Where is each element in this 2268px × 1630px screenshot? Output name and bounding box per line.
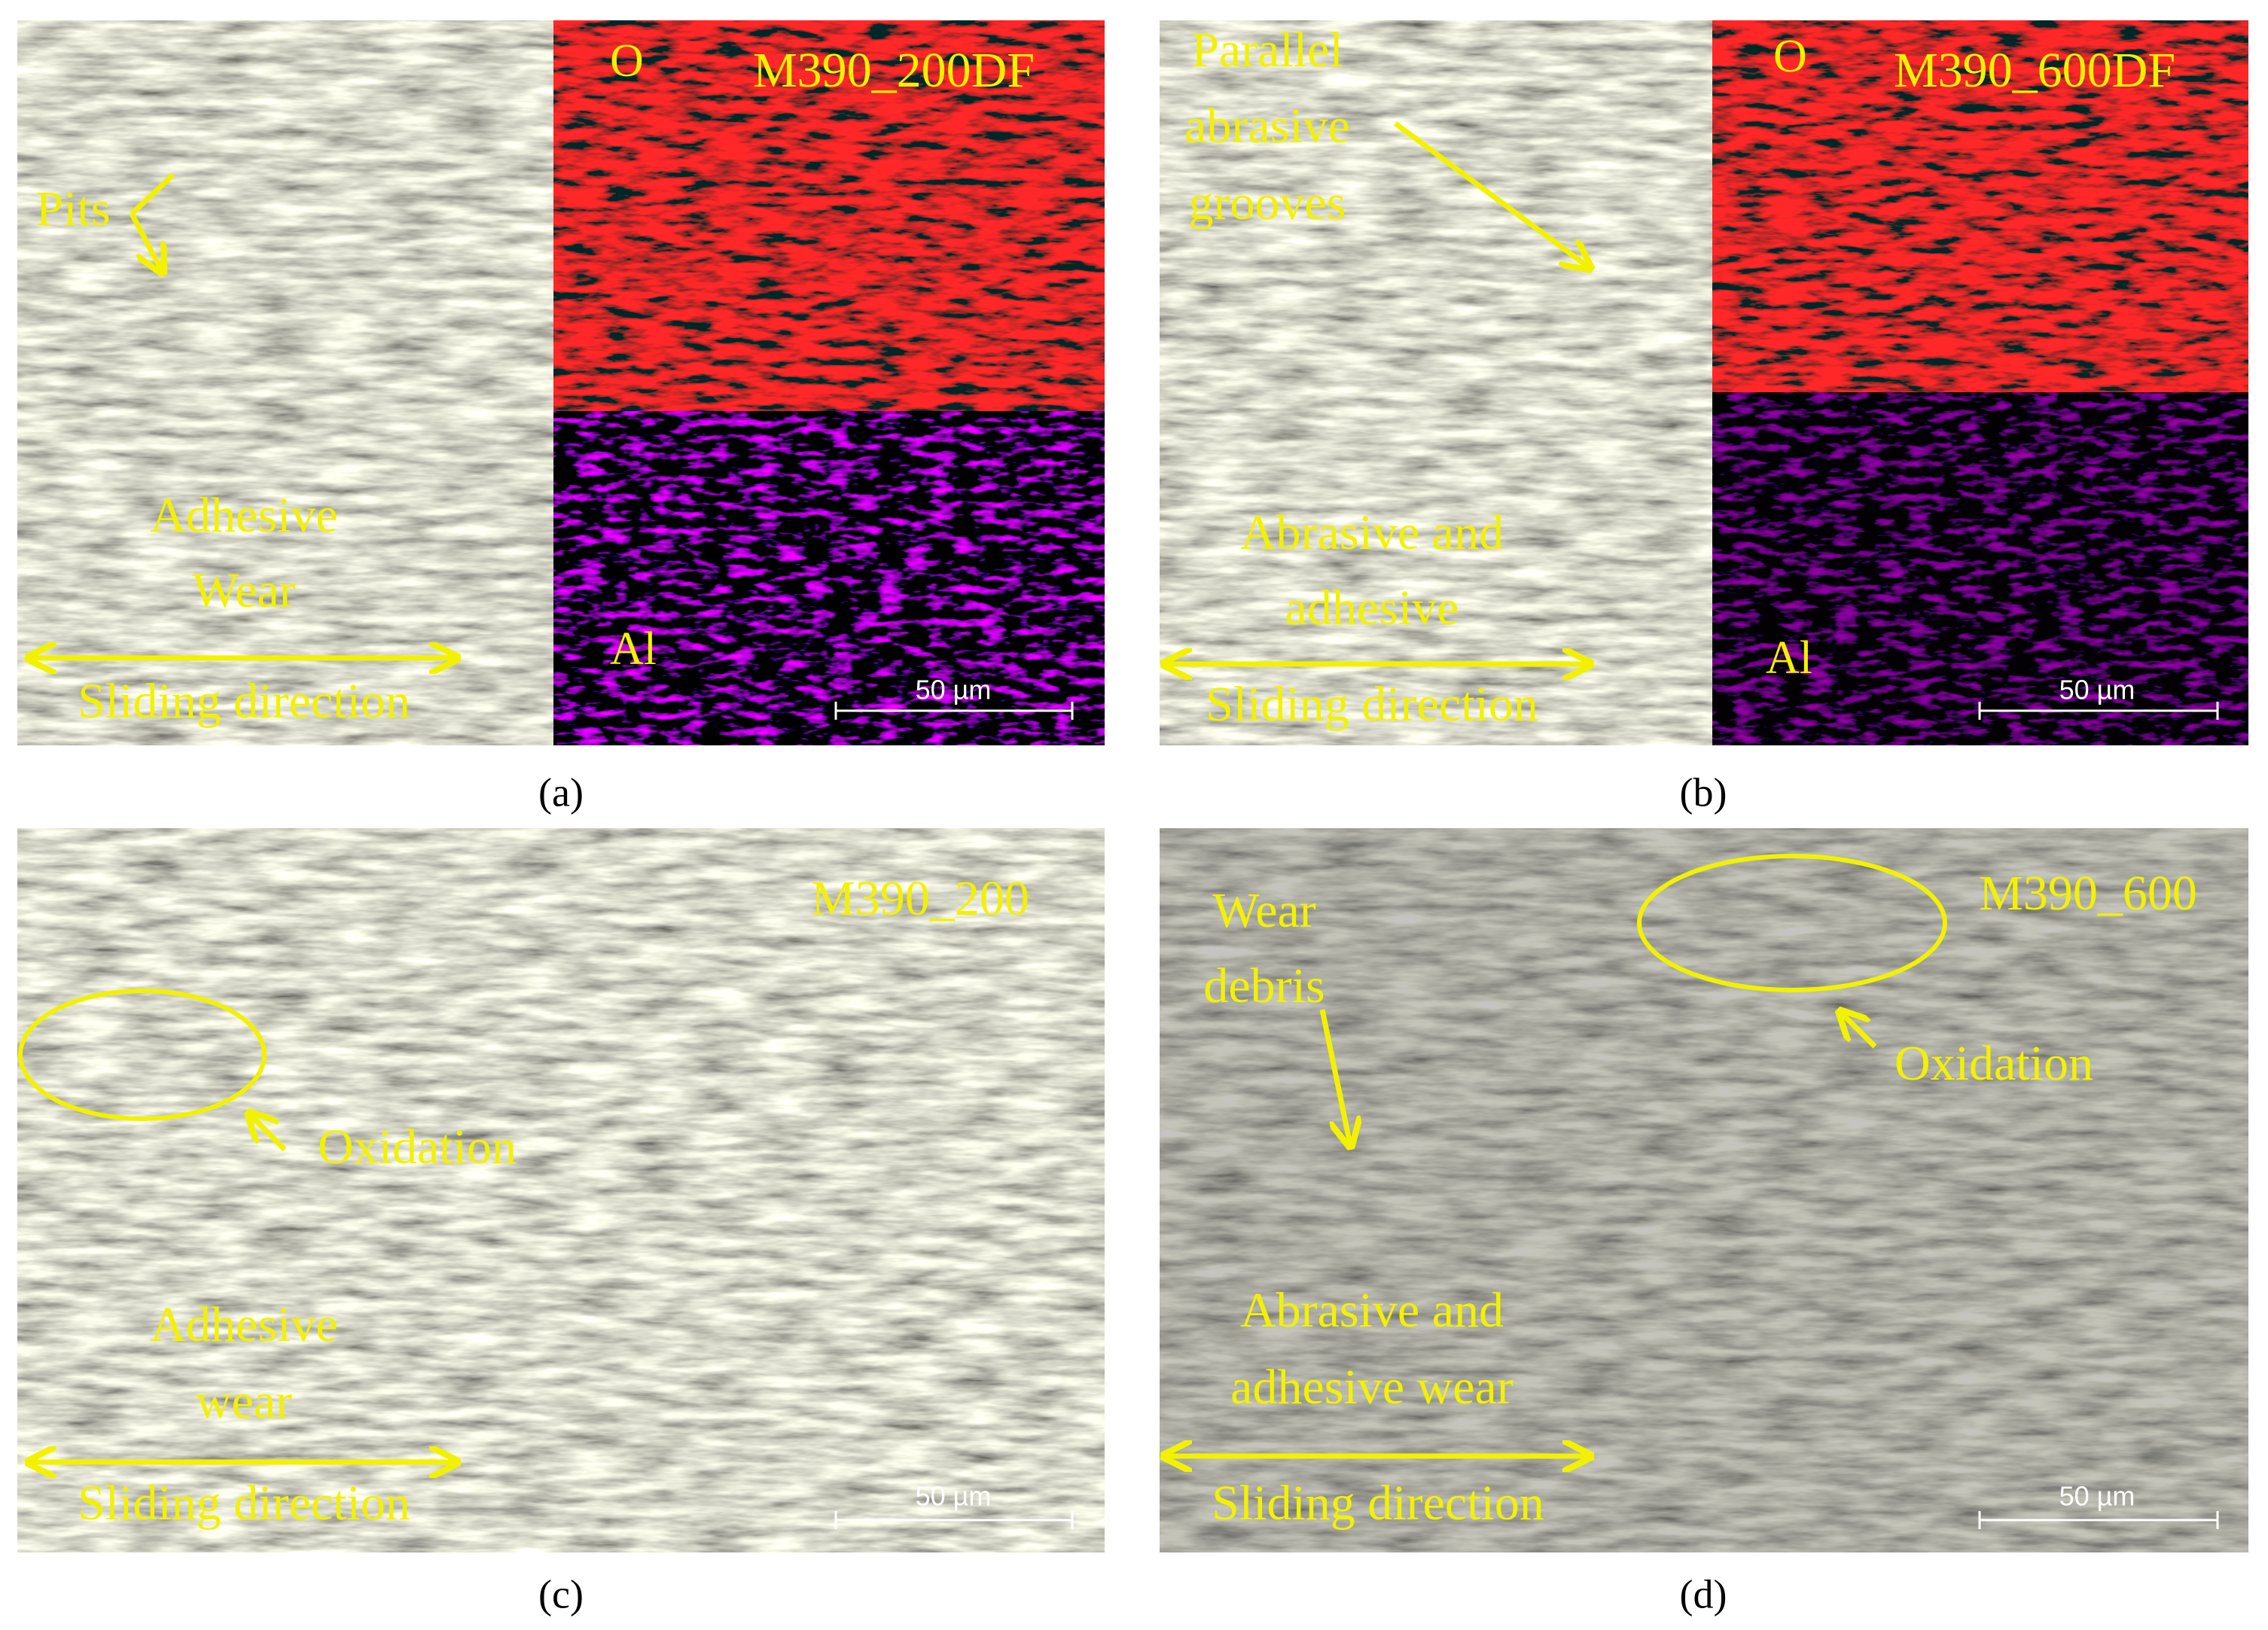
micrograph	[1160, 828, 2248, 1552]
annotation: Adhesive	[150, 488, 337, 543]
annotation: Sliding direction	[1212, 1476, 1544, 1531]
highlight-ellipse	[1637, 854, 1947, 992]
micrograph	[1160, 20, 1712, 745]
arrow	[1319, 1009, 1350, 1144]
scale-bar-label: 50 µm	[2059, 675, 2135, 705]
oxygen-map	[553, 20, 1105, 411]
micrograph	[17, 828, 1105, 1552]
sample-label: M390_200	[811, 871, 1029, 926]
annotation: Oxidation	[1895, 1036, 2093, 1091]
annotation: Abrasive and	[1240, 505, 1504, 560]
annotation: grooves	[1189, 175, 1346, 230]
panel-caption: (d)	[1680, 1571, 1727, 1616]
arrow	[1841, 1013, 1877, 1049]
annotation: Sliding direction	[78, 1476, 410, 1531]
scale-bar-label: 50 µm	[916, 675, 992, 705]
panel-caption: (c)	[538, 1571, 584, 1616]
annotation: Wear	[192, 563, 296, 618]
scale-bar-label: 50 µm	[916, 1481, 992, 1512]
aluminum-map-texture	[1712, 392, 2248, 745]
panel-c: M390_200 Oxidation Adhesive wear Sliding…	[17, 828, 1105, 1616]
annotation: Parallel	[1191, 23, 1343, 78]
annotation: Sliding direction	[78, 674, 410, 729]
sample-label: M390_200DF	[753, 43, 1035, 98]
annotation: Pits	[35, 181, 110, 236]
scale-bar	[834, 1511, 1074, 1529]
micrograph	[17, 20, 553, 745]
panel-b: Parallel abrasive grooves O M390_600DF A…	[1160, 20, 2248, 815]
scale-bar-label: 50 µm	[2059, 1481, 2135, 1512]
scale-bar	[1978, 1511, 2219, 1529]
arrow	[129, 172, 173, 271]
map-label: O	[610, 35, 644, 87]
map-label: Al	[1766, 632, 1812, 684]
annotation: adhesive wear	[1230, 1360, 1514, 1415]
panel-caption: (a)	[538, 769, 584, 815]
highlight-ellipse	[18, 989, 267, 1121]
map-label: O	[1773, 31, 1807, 82]
sample-label: M390_600	[1979, 866, 2197, 921]
arrow	[250, 1114, 287, 1152]
oxygen-map	[1712, 20, 2248, 392]
map-label: Al	[610, 623, 657, 675]
annotation: adhesive	[1285, 580, 1459, 635]
sample-label: M390_600DF	[1894, 43, 2175, 98]
scale-bar	[1978, 702, 2219, 720]
annotation: debris	[1203, 958, 1325, 1013]
micrograph-shade	[1160, 828, 2248, 1552]
scale-bar	[834, 702, 1074, 720]
annotation: Wear	[1212, 883, 1316, 938]
panel-a: O M390_200DF Pits Adhesive Wear Sliding …	[17, 20, 1105, 815]
annotation: abrasive	[1184, 99, 1350, 154]
annotation: Adhesive	[150, 1297, 337, 1352]
annotation: Abrasive and	[1240, 1283, 1504, 1338]
arrow	[1393, 121, 1589, 267]
panel-caption: (b)	[1680, 769, 1727, 815]
panel-d: Wear debris M390_600 Oxidation Abrasive …	[1160, 828, 2248, 1616]
aluminum-map	[553, 411, 1105, 745]
annotation: Sliding direction	[1206, 677, 1538, 732]
annotation: wear	[196, 1374, 292, 1429]
annotation: Oxidation	[318, 1120, 517, 1175]
